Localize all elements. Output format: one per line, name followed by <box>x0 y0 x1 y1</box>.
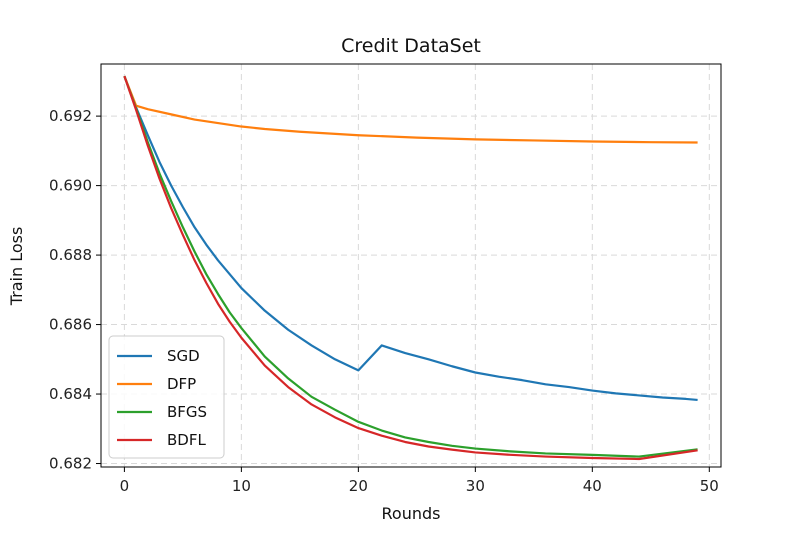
x-tick-label: 20 <box>349 477 368 495</box>
chart-title: Credit DataSet <box>341 35 481 57</box>
y-tick-label: 0.682 <box>49 455 92 473</box>
x-tick-label: 0 <box>120 477 130 495</box>
x-axis-label: Rounds <box>382 504 441 523</box>
grid <box>101 64 721 467</box>
legend-label-sgd: SGD <box>167 347 200 365</box>
legend-label-bfgs: BFGS <box>167 403 207 421</box>
y-tick-label: 0.684 <box>49 385 92 403</box>
series-line-bdfl <box>123 75 698 461</box>
x-tick-label: 40 <box>583 477 602 495</box>
y-tick-label: 0.692 <box>49 107 92 125</box>
y-axis-label: Train Loss <box>7 227 26 307</box>
legend-label-dfp: DFP <box>167 375 196 393</box>
y-tick-label: 0.686 <box>49 316 92 334</box>
x-tick-label: 10 <box>232 477 251 495</box>
axis-ticks: 0 10 20 30 40 50 0.682 0.684 0.686 0.688 0.690 0.69… <box>49 107 719 495</box>
series-line-sgd <box>123 75 698 402</box>
series-line-dfp <box>123 75 698 144</box>
y-tick-label: 0.688 <box>49 246 92 264</box>
series-line-bfgs <box>123 75 698 458</box>
legend-box <box>108 335 225 459</box>
legend-label-bdfl: BDFL <box>167 431 206 449</box>
x-tick-label: 50 <box>700 477 719 495</box>
legend: SGD DFP BFGS BDFL <box>108 335 225 459</box>
y-tick-label: 0.690 <box>49 177 92 195</box>
series-lines <box>123 75 698 461</box>
plot-frame <box>100 63 722 468</box>
x-tick-label: 30 <box>466 477 485 495</box>
